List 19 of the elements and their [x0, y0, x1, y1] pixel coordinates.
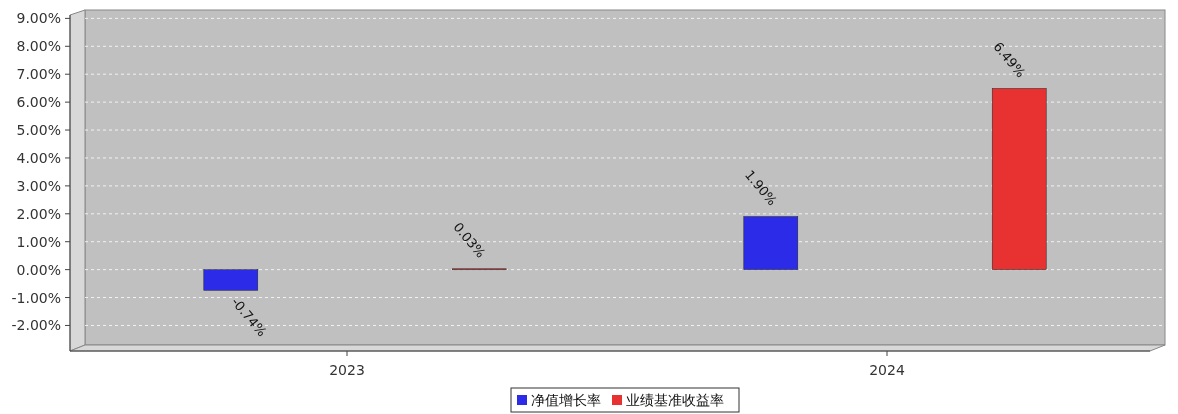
y-tick-label: 9.00%	[16, 10, 61, 27]
x-tick-label: 2023	[329, 362, 365, 378]
y-tick-label: 1.00%	[16, 233, 61, 250]
bar	[203, 269, 259, 291]
legend-label: 净值增长率	[531, 392, 601, 408]
y-tick-label: 6.00%	[16, 94, 61, 111]
bar	[991, 88, 1047, 270]
y-tick-label: 4.00%	[16, 149, 61, 166]
y-tick-label: -2.00%	[11, 317, 61, 334]
y-tick-label: 7.00%	[16, 66, 61, 83]
y-tick-label: 8.00%	[16, 38, 61, 55]
y-tick-label: 3.00%	[16, 177, 61, 194]
x-tick-label: 2024	[869, 362, 905, 378]
y-tick-label: 5.00%	[16, 122, 61, 139]
y-tick-label: 0.00%	[16, 261, 61, 278]
legend-label: 业绩基准收益率	[626, 392, 724, 408]
y-tick-label: -1.00%	[11, 289, 61, 306]
bar	[743, 216, 799, 270]
y-tick-label: 2.00%	[16, 205, 61, 222]
